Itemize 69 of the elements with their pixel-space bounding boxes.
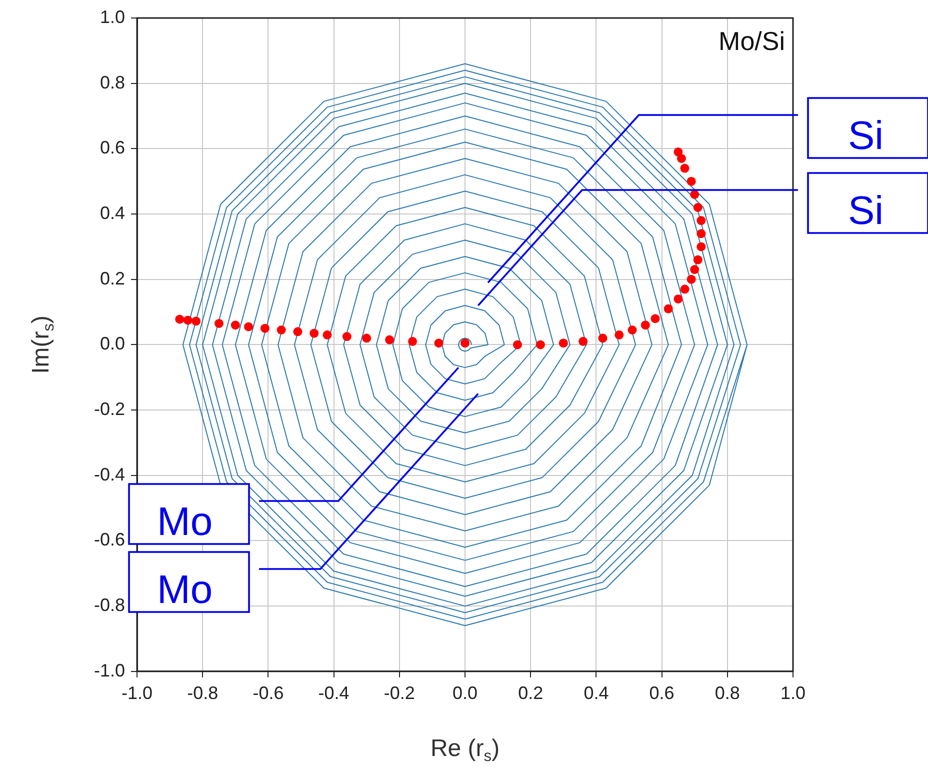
point xyxy=(676,154,686,163)
y-tick-label: -0.6 xyxy=(94,530,126,550)
x-tick-label: 1.0 xyxy=(780,683,806,704)
point xyxy=(664,304,673,314)
x-tick-label: -0.4 xyxy=(318,683,350,704)
x-tick-label: 0.2 xyxy=(518,683,544,704)
y-tick-label: -0.8 xyxy=(94,595,126,616)
point xyxy=(293,327,302,336)
y-tick-label: -0.4 xyxy=(94,464,126,484)
point xyxy=(650,314,660,324)
point xyxy=(536,340,545,350)
point xyxy=(558,338,568,348)
y-tick-label: 0.0 xyxy=(100,334,126,354)
annotation: Si xyxy=(848,114,884,158)
point xyxy=(434,338,444,348)
y-axis-title: Im(rs) xyxy=(28,315,58,374)
point xyxy=(696,242,706,252)
point xyxy=(342,332,352,342)
point xyxy=(175,314,184,324)
x-tick-label: 0.8 xyxy=(714,683,740,704)
point xyxy=(260,324,270,333)
point xyxy=(385,335,394,344)
point xyxy=(614,330,624,340)
x-tick-label: -0.6 xyxy=(252,683,284,704)
y-tick-label: 0.6 xyxy=(100,138,126,158)
y-tick-label: 1.0 xyxy=(100,6,126,27)
annotation: Mo xyxy=(157,500,213,544)
point xyxy=(680,164,690,173)
point xyxy=(686,274,696,284)
point xyxy=(192,316,201,326)
x-tick-label: -0.8 xyxy=(187,683,218,704)
x-tick-label: -1.0 xyxy=(122,683,153,704)
x-tick-label: 0.6 xyxy=(649,683,674,704)
x-tick-label: 0.0 xyxy=(452,683,478,704)
point xyxy=(460,338,470,348)
point xyxy=(408,336,418,346)
y-tick-label: 0.8 xyxy=(100,72,126,92)
point xyxy=(686,176,696,186)
point xyxy=(578,336,588,346)
annotation: Si xyxy=(848,189,884,234)
point xyxy=(693,202,702,212)
x-tick-label: 0.4 xyxy=(584,683,609,704)
point xyxy=(680,284,690,294)
point xyxy=(230,320,240,330)
point xyxy=(512,340,522,350)
point xyxy=(214,318,224,328)
point xyxy=(183,316,192,325)
point xyxy=(696,229,706,238)
point xyxy=(628,326,637,334)
point xyxy=(310,328,319,338)
y-tick-label: 0.2 xyxy=(100,268,126,288)
point xyxy=(244,322,254,332)
point xyxy=(690,190,700,199)
point xyxy=(693,255,702,264)
point xyxy=(674,294,683,304)
y-tick-label: 0.4 xyxy=(100,202,126,223)
point xyxy=(640,320,650,330)
point xyxy=(362,334,372,343)
point xyxy=(690,265,700,274)
point xyxy=(598,334,608,343)
x-tick-label: -0.2 xyxy=(384,683,415,704)
y-tick-label: -0.2 xyxy=(94,399,126,420)
annotation: Mo/Si xyxy=(718,26,785,56)
point xyxy=(276,326,286,334)
point xyxy=(696,216,706,226)
annotation: Mo xyxy=(157,568,213,612)
point xyxy=(322,330,332,340)
point xyxy=(674,147,683,156)
y-tick-label: -1.0 xyxy=(94,660,126,680)
